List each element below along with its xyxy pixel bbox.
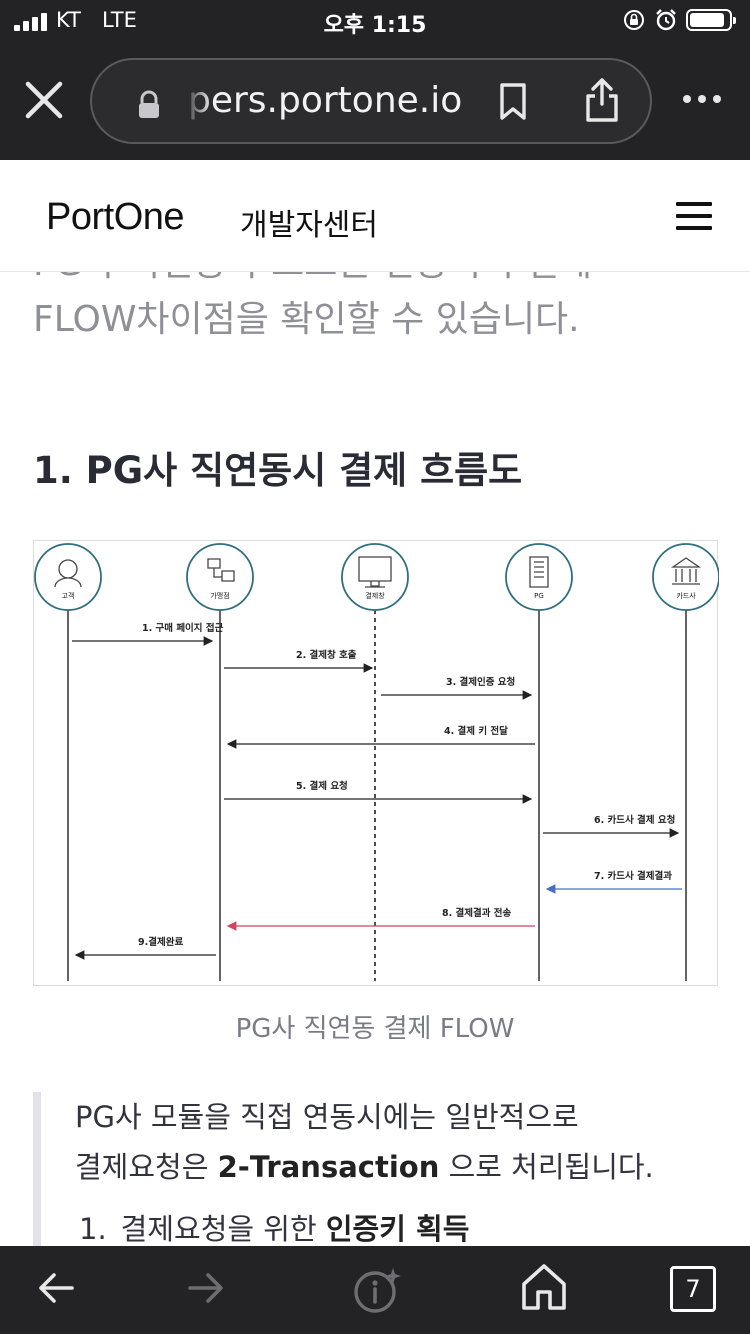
step-label: 4. 결제 키 전달 (444, 725, 508, 737)
actor-icon (652, 543, 720, 611)
actor-icon (341, 543, 409, 611)
battery-icon (686, 9, 736, 31)
actor-label: 카드사 (676, 591, 696, 600)
status-bar: KT LTE 오후 1:15 (0, 0, 750, 44)
more-icon[interactable] (682, 92, 722, 106)
address-bar[interactable]: pers.portone.io (90, 58, 652, 144)
intro-line: FLOW차이점을 확인할 수 있습니다. (33, 299, 580, 340)
url-fade (184, 78, 212, 126)
actor-label: 결제창 (365, 591, 385, 600)
actor-label: PG (534, 592, 544, 600)
signal-icon (14, 13, 47, 31)
browser-chrome: KT LTE 오후 1:15 pers.portone.io (0, 0, 750, 160)
rotation-lock-icon (624, 10, 644, 30)
network-label: LTE (102, 8, 137, 32)
list-bold: 인증키 획득 (325, 1212, 470, 1246)
actor-label: 고객 (62, 591, 75, 600)
header-subtitle: 개발자센터 (240, 208, 378, 243)
lock-icon (139, 90, 159, 118)
actor-label: 가맹점 (210, 591, 229, 600)
flow-diagram: 고객 가맹점 결제창 PG 카드사 1. 구매 페이지 접근 2. 결제창 호출 3. 결제인… (33, 540, 720, 986)
quote-text: 으로 처리됩니다. (439, 1150, 654, 1184)
diagram-caption: PG사 직연동 결제 FLOW (235, 1014, 515, 1044)
intro-line: PG사 직연동과 포트원 연동시의 결제 (33, 272, 723, 292)
quote-text: 결제요청은 (75, 1150, 218, 1184)
forward-icon[interactable] (186, 1264, 226, 1312)
back-icon[interactable] (36, 1264, 76, 1312)
list-number: 1. (79, 1212, 107, 1246)
list-text: 결제요청을 위한 (120, 1212, 326, 1246)
alarm-icon (656, 9, 676, 31)
close-icon[interactable] (22, 78, 66, 122)
actor-glyph-icon (670, 557, 702, 585)
status-icons (622, 8, 736, 32)
step-label: 5. 결제 요청 (296, 780, 348, 792)
carrier-label: KT (56, 8, 81, 32)
actor-glyph-icon (54, 559, 82, 588)
quote-line: PG사 모듈을 직접 연동시에는 일반적으로 (75, 1100, 579, 1134)
portone-logo[interactable]: PortOne (46, 196, 185, 238)
step-label: 9.결제완료 (138, 936, 183, 948)
step-label: 3. 결제인증 요청 (446, 676, 515, 688)
bookmark-icon[interactable] (498, 82, 528, 122)
reader-info-icon[interactable] (352, 1266, 402, 1314)
status-time: 오후 1:15 (323, 13, 427, 38)
quote-line: 결제요청은 2-Transaction 으로 처리됩니다. (75, 1142, 723, 1192)
home-icon[interactable] (520, 1262, 568, 1312)
browser-toolbar: 7 (0, 1246, 750, 1334)
intro-paragraph: PG사 직연동과 포트원 연동시의 결제 FLOW차이점을 확인할 수 있습니다… (33, 272, 723, 348)
share-icon[interactable] (584, 76, 620, 124)
step-label: 6. 카드사 결제 요청 (594, 814, 675, 826)
menu-icon[interactable] (676, 202, 712, 230)
actor-glyph-icon (529, 556, 549, 588)
step-label: 2. 결제창 호출 (296, 649, 357, 661)
url-text[interactable]: pers.portone.io (188, 80, 463, 121)
article-content: PG사 직연동과 포트원 연동시의 결제 FLOW차이점을 확인할 수 있습니다… (0, 272, 750, 1246)
blockquote: PG사 모듈을 직접 연동시에는 일반적으로 결제요청은 2-Transacti… (33, 1092, 723, 1246)
list-item: 1. 결제요청을 위한 인증키 획득 (75, 1204, 723, 1246)
sequence-diagram: 고객 가맹점 결제창 PG 카드사 1. 구매 페이지 접근 2. 결제창 호출 3. 결제인… (34, 543, 720, 981)
section-title: 1. PG사 직연동시 결제 흐름도 (33, 449, 523, 492)
tabs-button[interactable]: 7 (670, 1266, 716, 1312)
site-header: PortOne 개발자센터 (0, 160, 750, 272)
actor-glyph-icon (207, 558, 235, 582)
step-label: 8. 결제결과 전송 (442, 907, 512, 919)
step-label: 7. 카드사 결제결과 (594, 870, 672, 882)
step-label: 1. 구매 페이지 접근 (142, 622, 224, 634)
actor-glyph-icon (358, 556, 392, 588)
quote-bold: 2-Transaction (217, 1150, 440, 1184)
actor-icon (34, 543, 102, 611)
